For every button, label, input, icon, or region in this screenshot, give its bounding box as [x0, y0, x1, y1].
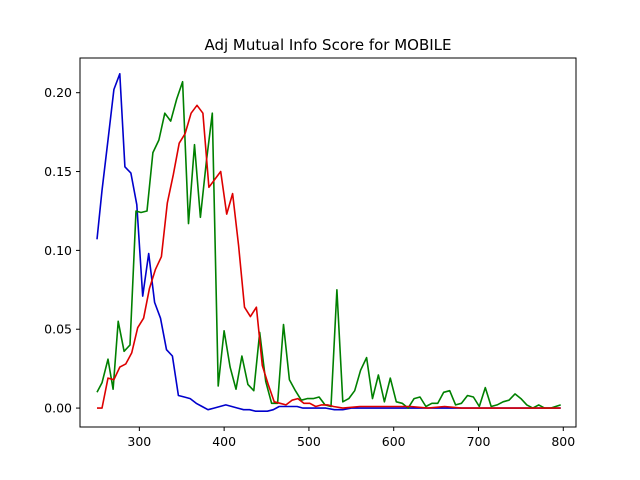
x-axis: 300 400 500 600 700 800	[127, 427, 575, 449]
x-tick-label-4: 700	[467, 434, 491, 449]
axes-frame	[79, 57, 577, 428]
x-tick-label-2: 500	[297, 434, 321, 449]
x-tick-label-0: 300	[127, 434, 151, 449]
y-tick-label-4: 0.20	[44, 85, 72, 100]
series-line-1	[96, 73, 561, 413]
series-line-3	[97, 104, 561, 409]
series-lines	[96, 73, 561, 413]
x-tick-label-5: 800	[551, 434, 575, 449]
x-tick-label-3: 600	[382, 434, 406, 449]
x-tick-label-1: 400	[212, 434, 236, 449]
y-axis: 0.00 0.05 0.10 0.15 0.20	[44, 85, 80, 416]
y-tick-label-2: 0.10	[44, 243, 72, 258]
chart-title: Adj Mutual Info Score for MOBILE	[204, 36, 451, 54]
y-tick-label-0: 0.00	[44, 401, 72, 416]
y-tick-label-1: 0.05	[44, 322, 72, 337]
series-line-2	[96, 80, 561, 409]
y-tick-label-3: 0.15	[44, 164, 72, 179]
